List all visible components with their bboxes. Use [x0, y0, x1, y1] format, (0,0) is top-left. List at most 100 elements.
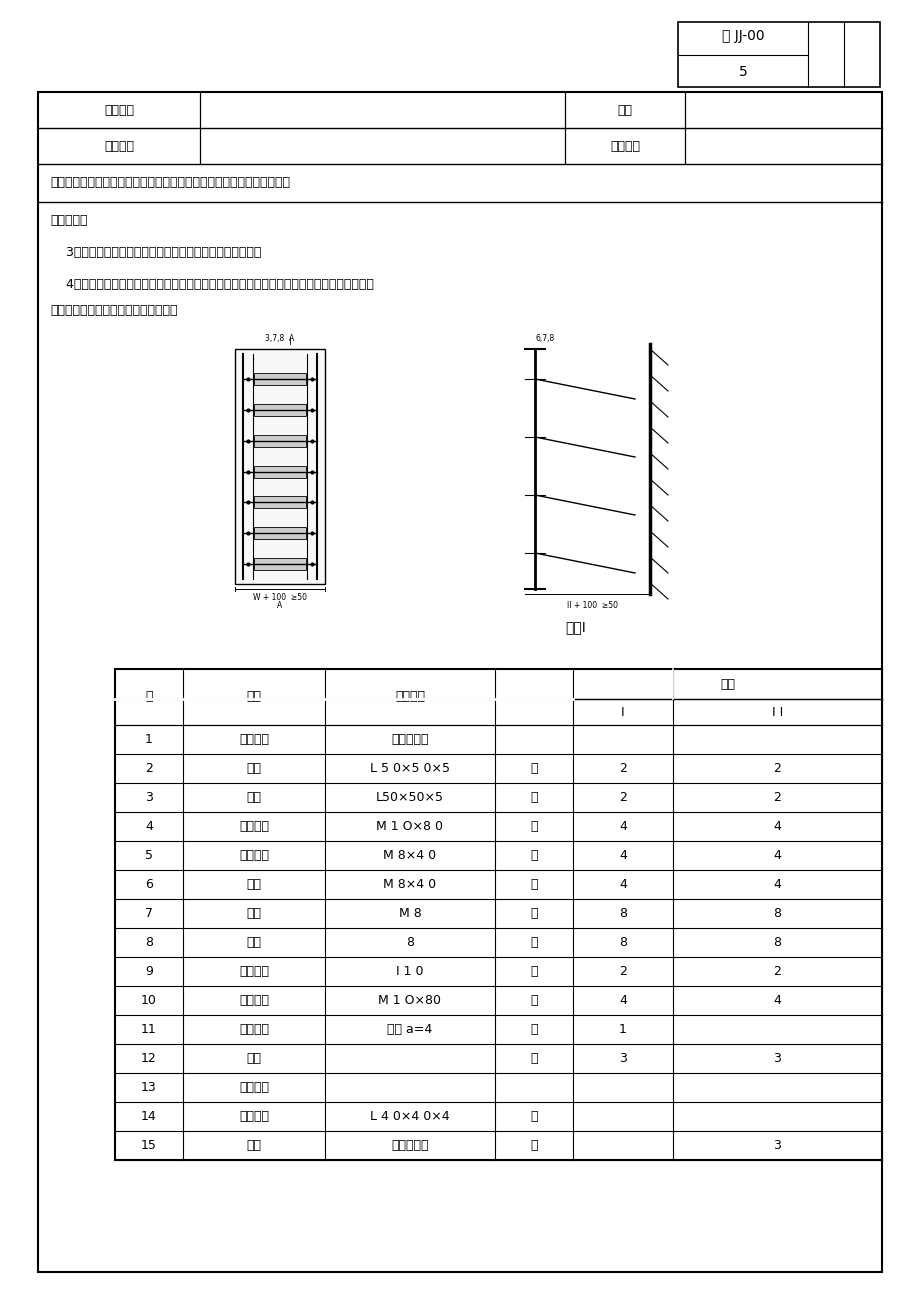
Text: 块: 块 — [529, 1023, 538, 1036]
Text: 4: 4 — [618, 878, 626, 891]
Text: 套: 套 — [529, 993, 538, 1006]
Text: 支架: 支架 — [246, 792, 261, 805]
Text: 2: 2 — [145, 762, 153, 775]
Text: L 5 0×5 0×5: L 5 0×5 0×5 — [369, 762, 449, 775]
Text: 3: 3 — [618, 1052, 626, 1065]
Text: 3: 3 — [773, 1052, 780, 1065]
Text: 交底提要：电气崖井安装的相关材料、机具准备、质量要求及施工工艺。: 交底提要：电气崖井安装的相关材料、机具准备、质量要求及施工工艺。 — [50, 177, 289, 190]
Text: 工序名称: 工序名称 — [609, 139, 640, 152]
Text: 见工程设计: 见工程设计 — [391, 1139, 428, 1152]
Text: 8: 8 — [618, 907, 627, 921]
Bar — [254, 557, 306, 570]
Text: 工程名称: 工程名称 — [104, 103, 134, 116]
Text: 3、在楼板的下面预埋有埋件来固定防火隔板上托防火枝。: 3、在楼板的下面预埋有埋件来固定防火隔板上托防火枝。 — [50, 246, 261, 259]
Text: 8: 8 — [405, 936, 414, 949]
Text: 方案Ⅰ: 方案Ⅰ — [565, 620, 585, 634]
Text: 防火堵料: 防火堵料 — [239, 1081, 268, 1094]
Text: 幄圈: 幄圈 — [246, 936, 261, 949]
Text: 根: 根 — [529, 1052, 538, 1065]
Text: 4: 4 — [618, 993, 626, 1006]
Text: 14: 14 — [141, 1111, 157, 1124]
Text: 7: 7 — [145, 907, 153, 921]
Text: 3,7,8  A: 3,7,8 A — [265, 335, 294, 344]
Text: 3: 3 — [145, 792, 153, 805]
Text: 固定螺栋: 固定螺栋 — [239, 849, 268, 862]
Text: M 8×4 0: M 8×4 0 — [383, 878, 437, 891]
Text: 肆脁螺栓: 肆脁螺栓 — [239, 820, 268, 833]
Text: 4: 4 — [773, 849, 780, 862]
Text: 个: 个 — [529, 762, 538, 775]
Bar — [677, 22, 879, 87]
Text: 8: 8 — [145, 936, 153, 949]
Text: 8: 8 — [618, 936, 627, 949]
Text: 防火隔板: 防火隔板 — [239, 1023, 268, 1036]
Bar — [254, 496, 306, 508]
Text: 2: 2 — [618, 762, 626, 775]
Text: 连接固定。: 连接固定。 — [50, 214, 87, 227]
Text: 4: 4 — [618, 820, 626, 833]
Text: 个: 个 — [529, 878, 538, 891]
Text: 5: 5 — [145, 849, 153, 862]
Text: 交底部位: 交底部位 — [104, 139, 134, 152]
Text: 个: 个 — [529, 936, 538, 949]
Text: 3: 3 — [773, 1139, 780, 1152]
Text: 套: 套 — [529, 820, 538, 833]
Text: 支架: 支架 — [246, 762, 261, 775]
Text: 4: 4 — [618, 849, 626, 862]
Text: 12: 12 — [141, 1052, 157, 1065]
Text: 肆脁螺栋: 肆脁螺栋 — [239, 993, 268, 1006]
Text: 支架与墙上预埋的接地埋件焊成一体。: 支架与墙上预埋的接地埋件焊成一体。 — [50, 303, 177, 316]
Text: 螺栋: 螺栋 — [246, 878, 261, 891]
Text: 4、电气崖井内固定桥架的支架和槽锂的固定见图示一。电缆支架全长均应有良好的接地即将: 4、电气崖井内固定桥架的支架和槽锂的固定见图示一。电缆支架全长均应有良好的接地即… — [50, 277, 373, 290]
Bar — [254, 466, 306, 478]
Text: L50×50×5: L50×50×5 — [376, 792, 444, 805]
Text: 固定角锂: 固定角锂 — [239, 1111, 268, 1124]
Text: M 1 O×80: M 1 O×80 — [378, 993, 441, 1006]
Text: 2: 2 — [773, 792, 780, 805]
Text: I: I — [620, 706, 624, 719]
Bar — [115, 669, 881, 1160]
Text: 4: 4 — [773, 820, 780, 833]
Bar — [254, 435, 306, 447]
Text: 编: 编 — [145, 690, 153, 703]
Text: M 8: M 8 — [398, 907, 421, 921]
Text: A: A — [277, 602, 282, 611]
Text: 见工程设计: 见工程设计 — [391, 733, 428, 746]
Text: 13: 13 — [141, 1081, 157, 1094]
Text: M 8×4 0: M 8×4 0 — [383, 849, 437, 862]
Bar — [254, 404, 306, 417]
Text: 2: 2 — [618, 965, 626, 978]
Text: 电缆桥架: 电缆桥架 — [239, 733, 268, 746]
Text: 1: 1 — [145, 733, 153, 746]
Text: I 1 0: I 1 0 — [396, 965, 424, 978]
Text: 15: 15 — [141, 1139, 157, 1152]
Text: 个: 个 — [529, 907, 538, 921]
Text: 8: 8 — [773, 936, 780, 949]
Text: 施工: 施工 — [617, 103, 632, 116]
Text: 槽锂支架: 槽锂支架 — [239, 965, 268, 978]
Bar — [234, 349, 324, 585]
Text: 4: 4 — [773, 878, 780, 891]
Bar — [254, 374, 306, 385]
Text: 米: 米 — [529, 1111, 538, 1124]
Text: 10: 10 — [141, 993, 157, 1006]
Text: 2: 2 — [618, 792, 626, 805]
Text: M 1 O×8 0: M 1 O×8 0 — [376, 820, 443, 833]
Text: 根: 根 — [529, 1139, 538, 1152]
Text: 型及规格: 型及规格 — [394, 690, 425, 703]
Text: 8: 8 — [773, 907, 780, 921]
Text: 1: 1 — [618, 1023, 626, 1036]
Text: 6: 6 — [145, 878, 153, 891]
Text: 锂板 a=4: 锂板 a=4 — [387, 1023, 432, 1036]
Text: 名称: 名称 — [246, 690, 261, 703]
Text: I I: I I — [771, 706, 782, 719]
Text: 根: 根 — [529, 965, 538, 978]
Text: 鲁 JJ-00: 鲁 JJ-00 — [720, 29, 764, 43]
Text: 个: 个 — [529, 792, 538, 805]
Text: 11: 11 — [141, 1023, 157, 1036]
Text: 5: 5 — [738, 65, 746, 79]
Text: 电缆: 电缆 — [246, 1052, 261, 1065]
Text: 2: 2 — [773, 965, 780, 978]
Text: 4: 4 — [145, 820, 153, 833]
Text: 2: 2 — [773, 762, 780, 775]
